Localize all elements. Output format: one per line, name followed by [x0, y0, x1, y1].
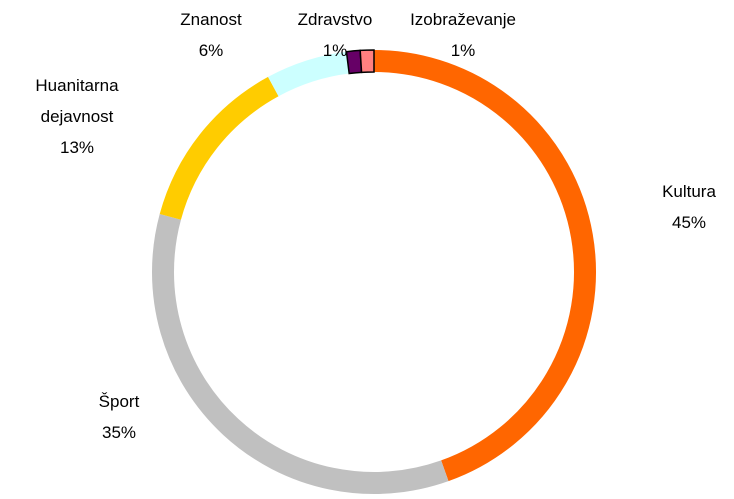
- donut-segment: [152, 213, 449, 494]
- category-label: Šport: [98, 392, 140, 411]
- data-label: Zdravstvo 1%: [285, 4, 385, 66]
- percent-label: 1%: [322, 41, 348, 60]
- data-label: Znanost 6%: [161, 4, 261, 66]
- data-label: Šport 35%: [69, 386, 169, 448]
- percent-label: 6%: [198, 41, 224, 60]
- data-label: Huanitarna dejavnost 13%: [22, 70, 132, 163]
- category-label: Izobraževanje: [410, 10, 516, 29]
- data-label: Kultura 45%: [639, 176, 734, 238]
- percent-label: 1%: [450, 41, 476, 60]
- category-label: Znanost: [180, 10, 242, 29]
- percent-label: 13%: [59, 138, 95, 157]
- category-label: Zdravstvo: [297, 10, 373, 29]
- percent-label: 45%: [671, 213, 707, 232]
- donut-segment: [159, 76, 279, 220]
- donut-segment: [268, 51, 350, 97]
- percent-label: 35%: [101, 423, 137, 442]
- data-label: Izobraževanje 1%: [398, 4, 528, 66]
- donut-segment: [373, 50, 596, 482]
- segment-outline: [359, 49, 375, 74]
- category-label: Huanitarna dejavnost: [35, 76, 119, 126]
- category-label: Kultura: [662, 182, 716, 201]
